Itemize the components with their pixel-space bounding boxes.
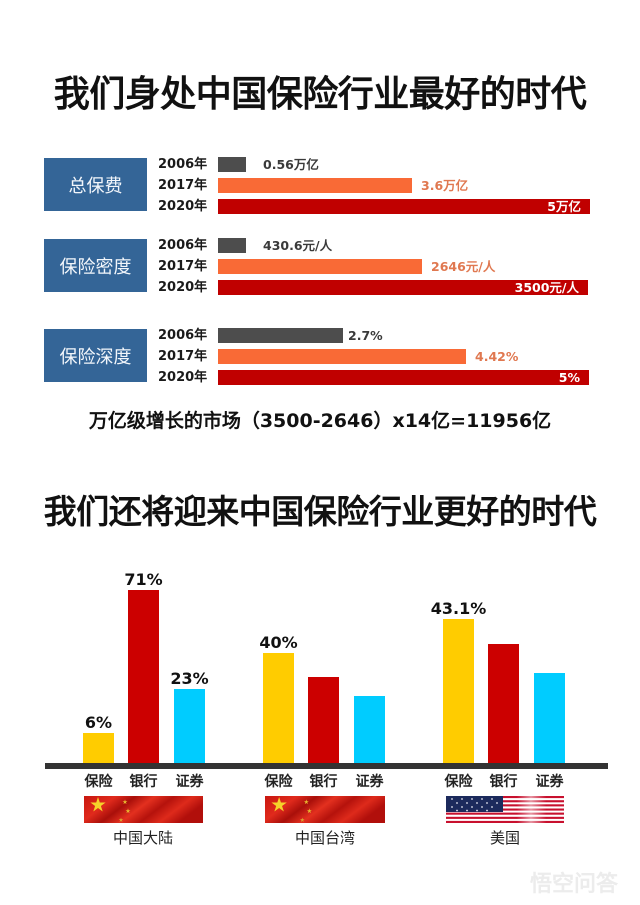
bar-column-insurance: 40% [259,540,298,763]
bar-2017 [218,349,466,364]
category-label: 保险深度 [59,346,132,368]
metric-group-insurance-density: 保险密度 2006年 430.6元/人 2017年 2646元/人 2020年 … [44,238,604,298]
year-label: 2020年 [158,370,208,385]
bar-insurance [443,619,474,763]
value-label: 3500元/人 [514,280,579,295]
year-label: 2017年 [158,259,208,274]
bar-securities [174,689,205,763]
bar-column-securities [534,540,565,763]
page-title-bottom: 我们还将迎来中国保险行业更好的时代 [43,492,597,531]
bar-row-2017: 2017年 2646元/人 [158,259,588,274]
category-label-insurance: 保险 [264,774,293,790]
value-label: 2.7% [348,328,383,343]
bar-row-2006: 2006年 0.56万亿 [158,157,590,172]
bar-bank [308,677,339,763]
bar-column-bank [488,540,519,763]
year-label: 2020年 [158,280,208,295]
category-label-securities: 证券 [535,774,564,790]
bar-2020: 3500元/人 [218,280,588,295]
bar-2017 [218,178,412,193]
bar-value-label: 71% [124,570,163,589]
bar-insurance [83,733,114,763]
bar-value-label: 23% [170,669,209,688]
bar-2020: 5万亿 [218,199,590,214]
category-label-insurance: 保险 [444,774,473,790]
category-box: 总保费 [44,158,147,211]
bar-row-2017: 2017年 3.6万亿 [158,178,590,193]
value-label: 5万亿 [547,199,581,214]
bar-value-label: 40% [259,633,298,652]
bar-row-2020: 2020年 5万亿 [158,199,590,214]
bar-column-insurance: 6% [83,540,114,763]
country-name-taiwan: 中国台湾 [294,829,355,847]
bar-rows: 2006年 430.6元/人 2017年 2646元/人 2020年 3500元… [158,238,588,301]
bar-rows: 2006年 2.7% 2017年 4.42% 2020年 5% [158,328,589,391]
bar-row-2020: 2020年 3500元/人 [158,280,588,295]
year-label: 2006年 [158,157,208,172]
category-label-bank: 银行 [129,774,158,790]
category-label-bank: 银行 [309,774,338,790]
year-label: 2020年 [158,199,208,214]
bar-2006 [218,238,246,253]
bar-2017 [218,259,422,274]
bar-securities [354,696,385,763]
bar-insurance [263,653,294,763]
bar-value-label: 43.1% [430,599,487,618]
value-label: 4.42% [475,349,519,364]
country-group-taiwan: 40% 保险 银行 证券 [259,540,393,790]
value-label: 430.6元/人 [263,238,333,253]
page-title-top: 我们身处中国保险行业最好的时代 [53,74,587,115]
year-label: 2006年 [158,328,208,343]
bar-2006 [218,328,343,343]
category-label: 保险密度 [59,256,132,278]
bar-value-label: 6% [84,713,113,732]
country-group-mainland-china: 6% 71% 23% 保险 银行 证券 [83,540,213,790]
bar-row-2006: 2006年 2.7% [158,328,589,343]
china-flag-icon [265,796,385,823]
bar-column-insurance: 43.1% [431,540,486,763]
value-label: 3.6万亿 [421,178,469,193]
year-label: 2017年 [158,349,208,364]
metric-group-insurance-depth: 保险深度 2006年 2.7% 2017年 4.42% 2020年 5% [44,328,604,388]
chart-baseline [45,763,608,769]
value-label: 0.56万亿 [263,157,319,172]
market-growth-summary: 万亿级增长的市场（3500-2646）x14亿=11956亿 [88,410,552,432]
category-box: 保险深度 [44,329,147,382]
bar-2020: 5% [218,370,589,385]
bar-securities [534,673,565,763]
country-group-usa: 43.1% 保险 银行 证券 [431,540,573,790]
category-label-insurance: 保险 [84,774,113,790]
usa-flag-icon [446,796,564,823]
country-name-usa: 美国 [489,829,520,847]
bar-column-bank [308,540,339,763]
category-label: 总保费 [68,175,123,197]
bar-row-2020: 2020年 5% [158,370,589,385]
bar-column-securities: 23% [170,540,209,763]
category-label-securities: 证券 [175,774,204,790]
bar-row-2006: 2006年 430.6元/人 [158,238,588,253]
bar-bank [128,590,159,763]
watermark: 悟空问答 [530,872,619,897]
category-label-securities: 证券 [355,774,384,790]
value-label: 2646元/人 [431,259,496,274]
china-flag-icon [84,796,203,823]
year-label: 2017年 [158,178,208,193]
metric-group-total-premium: 总保费 2006年 0.56万亿 2017年 3.6万亿 2020年 5万亿 [44,157,604,217]
bar-column-securities [354,540,385,763]
bar-2006 [218,157,246,172]
category-box: 保险密度 [44,239,147,292]
value-label: 5% [558,370,580,385]
bar-bank [488,644,519,763]
country-name-mainland-china: 中国大陆 [112,829,173,847]
year-label: 2006年 [158,238,208,253]
category-label-bank: 银行 [489,774,518,790]
bar-row-2017: 2017年 4.42% [158,349,589,364]
bar-rows: 2006年 0.56万亿 2017年 3.6万亿 2020年 5万亿 [158,157,590,220]
bar-column-bank: 71% [124,540,163,763]
